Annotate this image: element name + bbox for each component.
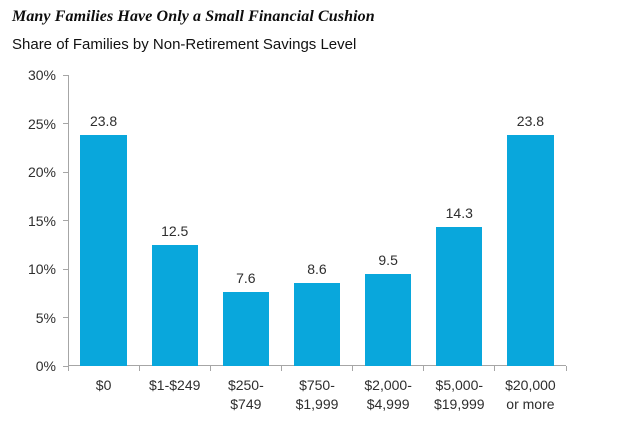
bar-value-label: 23.8 bbox=[89, 113, 118, 130]
bar-value-label: 23.8 bbox=[516, 113, 545, 130]
y-axis-tick-label: 0% bbox=[35, 358, 56, 374]
bar-value-label: 8.6 bbox=[307, 260, 327, 277]
category-slot: 9.5 $2,000- $4,999 bbox=[353, 75, 424, 412]
category-slot: 23.8 $20,000 or more bbox=[495, 75, 566, 412]
bar bbox=[151, 244, 198, 366]
x-axis-category-label: $250- $749 bbox=[227, 377, 264, 412]
y-axis-tick-label: 25% bbox=[27, 115, 56, 132]
x-axis-category-label: $0 bbox=[95, 377, 112, 393]
plot-area: 0% 5% 10% 15% 20% 25% 30% 23.8 $0 12.5 $1-$249 7.6 $… bbox=[28, 67, 567, 412]
x-axis-category-label: $750- $1,999 bbox=[295, 377, 339, 412]
x-axis-category-label: $20,000 or more bbox=[505, 377, 556, 412]
x-axis-tick bbox=[280, 366, 282, 371]
category-slot: 23.8 $0 bbox=[68, 75, 139, 393]
category-slot: 8.6 $750- $1,999 bbox=[281, 75, 352, 412]
x-axis-tick bbox=[352, 366, 354, 371]
y-axis-tick-label: 30% bbox=[27, 67, 56, 83]
bar bbox=[436, 227, 483, 366]
y-axis-tick-label: 15% bbox=[27, 212, 56, 229]
x-axis-tick bbox=[494, 366, 496, 371]
category-slot: 14.3 $5,000- $19,999 bbox=[424, 75, 495, 412]
bar-value-label: 9.5 bbox=[378, 251, 398, 268]
category-slot: 7.6 $250- $749 bbox=[210, 75, 281, 412]
bar-value-label: 12.5 bbox=[161, 222, 189, 239]
bar-value-label: 14.3 bbox=[445, 205, 473, 222]
x-axis-category-label: $1-$249 bbox=[149, 377, 201, 393]
chart-subtitle: Share of Families by Non-Retirement Savi… bbox=[12, 36, 357, 53]
x-axis-category-label: $5,000- $19,999 bbox=[433, 377, 485, 412]
x-axis-tick bbox=[67, 366, 69, 371]
y-axis-tick bbox=[63, 268, 68, 270]
bar bbox=[222, 292, 269, 366]
x-axis-tick bbox=[209, 366, 211, 371]
x-axis-tick bbox=[423, 366, 425, 371]
x-axis-tick bbox=[565, 366, 567, 371]
bar bbox=[507, 135, 554, 366]
y-axis-tick bbox=[63, 123, 68, 124]
bar-value-label: 7.6 bbox=[236, 270, 256, 287]
y-axis-line bbox=[68, 75, 69, 366]
y-axis-tick bbox=[63, 220, 68, 221]
y-axis-tick-label: 10% bbox=[27, 261, 56, 278]
bar bbox=[80, 135, 127, 366]
x-axis-category-label: $2,000- $4,999 bbox=[364, 377, 412, 412]
chart-title: Many Families Have Only a Small Financia… bbox=[12, 8, 375, 25]
x-axis-tick bbox=[138, 366, 140, 371]
y-axis-tick-label: 20% bbox=[27, 164, 56, 181]
y-axis-tick bbox=[63, 171, 68, 173]
category-slot: 12.5 $1-$249 bbox=[139, 75, 210, 393]
bar bbox=[365, 273, 412, 366]
y-axis-tick-label: 5% bbox=[35, 309, 56, 326]
y-axis-tick bbox=[63, 317, 68, 319]
y-axis-tick bbox=[63, 74, 68, 76]
y-axis-tick bbox=[63, 365, 68, 367]
bar bbox=[293, 282, 341, 366]
